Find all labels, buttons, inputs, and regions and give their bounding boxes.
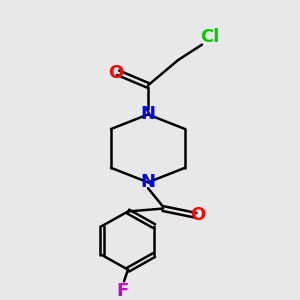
Text: N: N <box>140 106 155 124</box>
Text: F: F <box>116 282 128 300</box>
Text: N: N <box>140 173 155 191</box>
Text: O: O <box>108 64 124 82</box>
Text: Cl: Cl <box>200 28 220 46</box>
Text: O: O <box>190 206 206 224</box>
